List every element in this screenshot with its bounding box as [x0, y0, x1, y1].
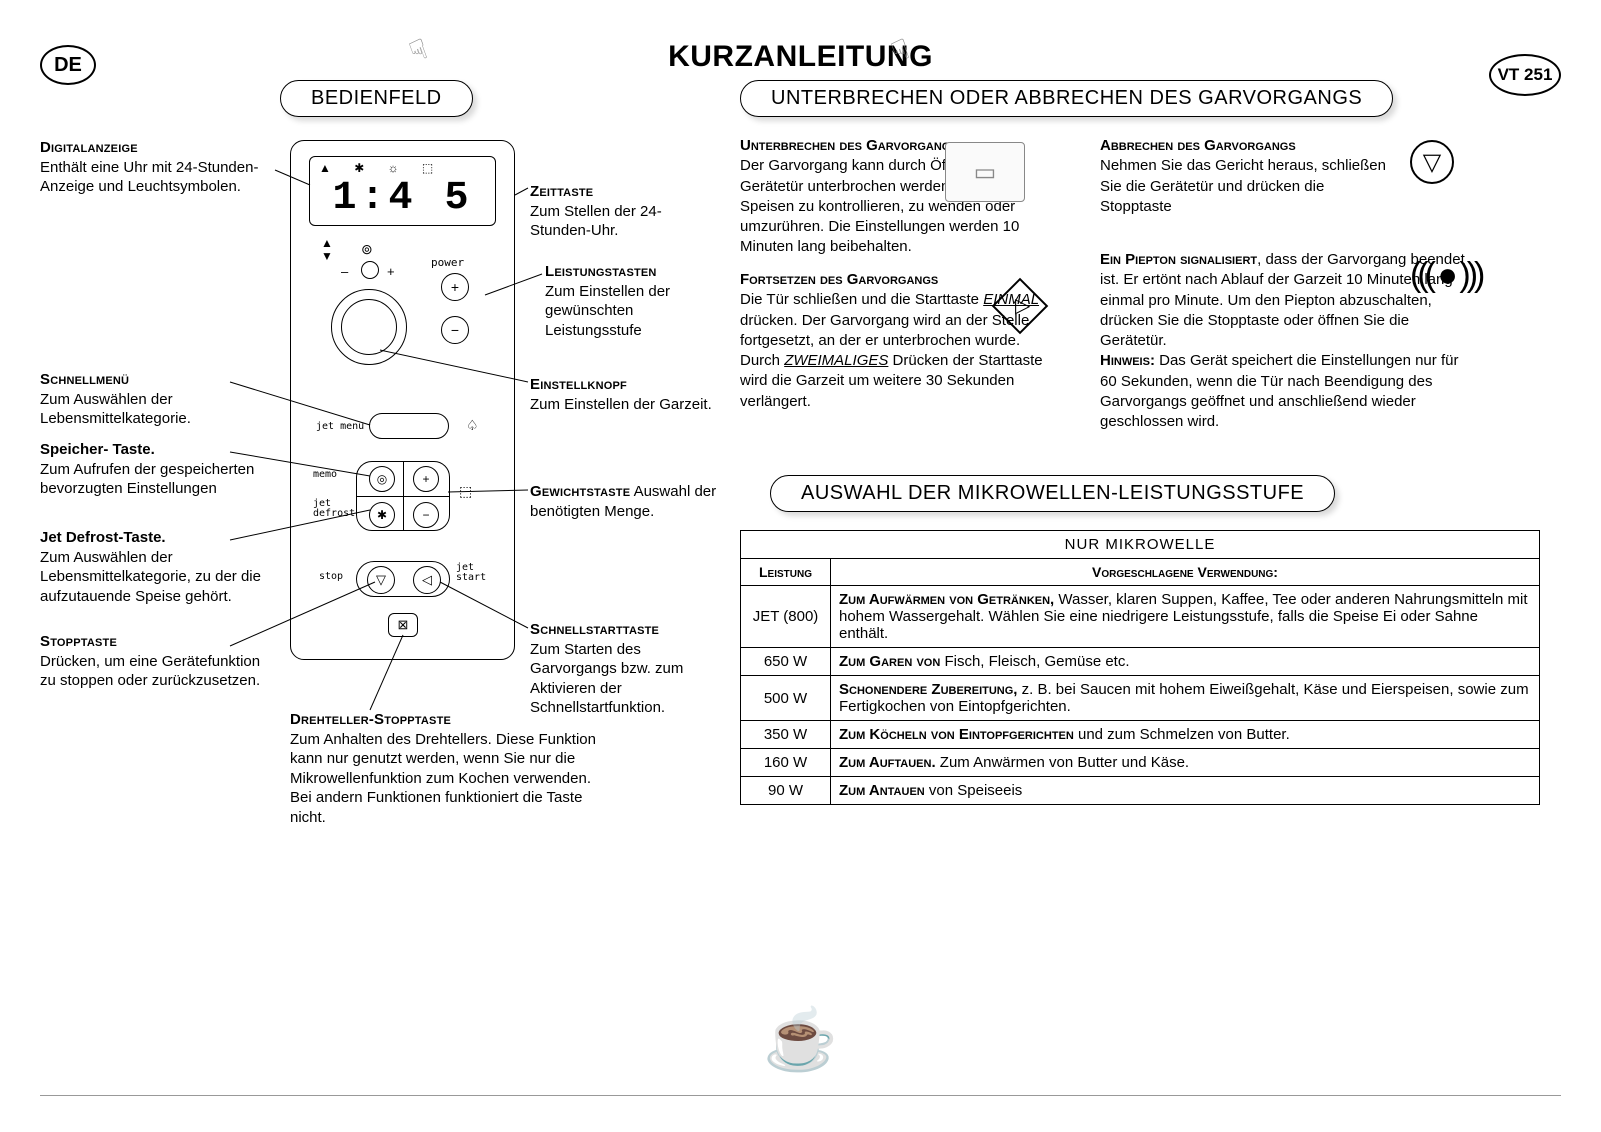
- plus-icon: +: [387, 264, 395, 279]
- play-icon: ▷: [1015, 293, 1030, 318]
- digital-display: 1:4 5: [309, 156, 496, 226]
- callout-jetdefrost: Jet Defrost-Taste. Zum Auswählen der Leb…: [40, 528, 280, 606]
- callout-speicher: Speicher- Taste. Zum Aufrufen der gespei…: [40, 440, 270, 499]
- table-col-leistung: Leistung: [741, 559, 831, 586]
- start-button[interactable]: ◁: [413, 566, 441, 594]
- callout-stopptaste: Stopptaste Drücken, um eine Gerätefunkti…: [40, 632, 270, 691]
- memo-label: memo: [313, 469, 337, 480]
- page-title: KURZANLEITUNG: [40, 40, 1561, 74]
- footer-rule: [40, 1095, 1561, 1096]
- sound-wave-icon: ((( ● ))): [1410, 256, 1481, 295]
- rotary-knob-inner: [341, 299, 397, 355]
- stop-button[interactable]: ▽: [367, 566, 395, 594]
- turntable-stop-button[interactable]: ⊠: [388, 613, 418, 637]
- waiter-icon: ☕: [746, 994, 856, 1084]
- memo-button[interactable]: ◎: [369, 466, 395, 492]
- clock-button[interactable]: [361, 261, 379, 279]
- callout-digitalanzeige: Digitalanzeige Enthält eine Uhr mit 24-S…: [40, 138, 280, 197]
- callout-drehteller: Drehteller-Stopptaste Zum Anhalten des D…: [290, 710, 610, 827]
- text-cancel: Abbrechen des Garvorgangs Nehmen Sie das…: [1100, 136, 1390, 217]
- defrost-label: jet defrost: [313, 499, 355, 519]
- badge-model: VT 251: [1489, 54, 1561, 96]
- callout-leistungstasten: Leistungstasten Zum Einstellen der gewün…: [545, 262, 730, 340]
- weight-icon: ⬚: [459, 483, 472, 500]
- quad-button-group: ◎ + ✱ −: [356, 461, 450, 531]
- callout-gewichtstaste: Gewichtstaste Auswahl der benötigten Men…: [530, 482, 720, 521]
- stop-label: stop: [319, 571, 343, 582]
- power-plus-button[interactable]: +: [441, 273, 469, 301]
- weight-minus-button[interactable]: −: [413, 502, 439, 528]
- table-row: JET (800)Zum Aufwärmen von Getränken, Wa…: [741, 586, 1540, 648]
- arrow-icon: ▼: [321, 249, 333, 263]
- power-minus-button[interactable]: −: [441, 316, 469, 344]
- badge-language: DE: [40, 45, 96, 85]
- section-unterbrechen: UNTERBRECHEN ODER ABBRECHEN DES GARVORGA…: [740, 80, 1393, 117]
- jet-menu-label: jet menu: [316, 421, 364, 432]
- table-row: 500 WSchonendere Zubereitung, z. B. bei …: [741, 676, 1540, 721]
- jet-menu-button[interactable]: [369, 413, 449, 439]
- minus-icon: –: [341, 264, 348, 279]
- stop-start-group: ▽ ◁: [356, 561, 450, 597]
- start-label: jet start: [456, 563, 486, 583]
- table-col-verwendung: Vorgeschlagene Verwendung:: [831, 559, 1540, 586]
- power-level-table: NUR MIKROWELLE Leistung Vorgeschlagene V…: [740, 530, 1540, 805]
- bell-icon: ♤: [466, 417, 479, 434]
- table-header-main: NUR MIKROWELLE: [741, 531, 1540, 559]
- microwave-open-icon: ▭: [945, 142, 1025, 202]
- callout-zeittaste: Zeittaste Zum Stellen der 24-Stunden-Uhr…: [530, 182, 720, 241]
- wave-icon: ⊚: [361, 241, 373, 258]
- arrow-icon: ▲: [321, 236, 333, 250]
- section-bedienfeld: BEDIENFELD: [280, 80, 473, 117]
- table-row: 90 WZum Antauen von Speiseeis: [741, 777, 1540, 805]
- table-row: 160 WZum Auftauen. Zum Anwärmen von Butt…: [741, 749, 1540, 777]
- weight-plus-button[interactable]: +: [413, 466, 439, 492]
- callout-schnellmenu: Schnellmenü Zum Auswählen der Lebensmitt…: [40, 370, 270, 429]
- table-row: 350 WZum Köcheln von Eintopfgerichten un…: [741, 721, 1540, 749]
- power-label: power: [431, 256, 464, 269]
- stop-symbol-icon: [1410, 140, 1454, 184]
- callout-einstellknopf: Einstellknopf Zum Einstellen der Garzeit…: [530, 375, 715, 414]
- table-row: 650 WZum Garen von Fisch, Fleisch, Gemüs…: [741, 648, 1540, 676]
- callout-schnellstart: Schnellstarttaste Zum Starten des Garvor…: [530, 620, 725, 718]
- defrost-button[interactable]: ✱: [369, 502, 395, 528]
- section-auswahl: AUSWAHL DER MIKROWELLEN-LEISTUNGSSTUFE: [770, 475, 1335, 512]
- control-panel: ▲ ✱ ☼ ⬚ 1:4 5 ▲ ▼ ⊚ – + power + − jet me…: [290, 140, 515, 660]
